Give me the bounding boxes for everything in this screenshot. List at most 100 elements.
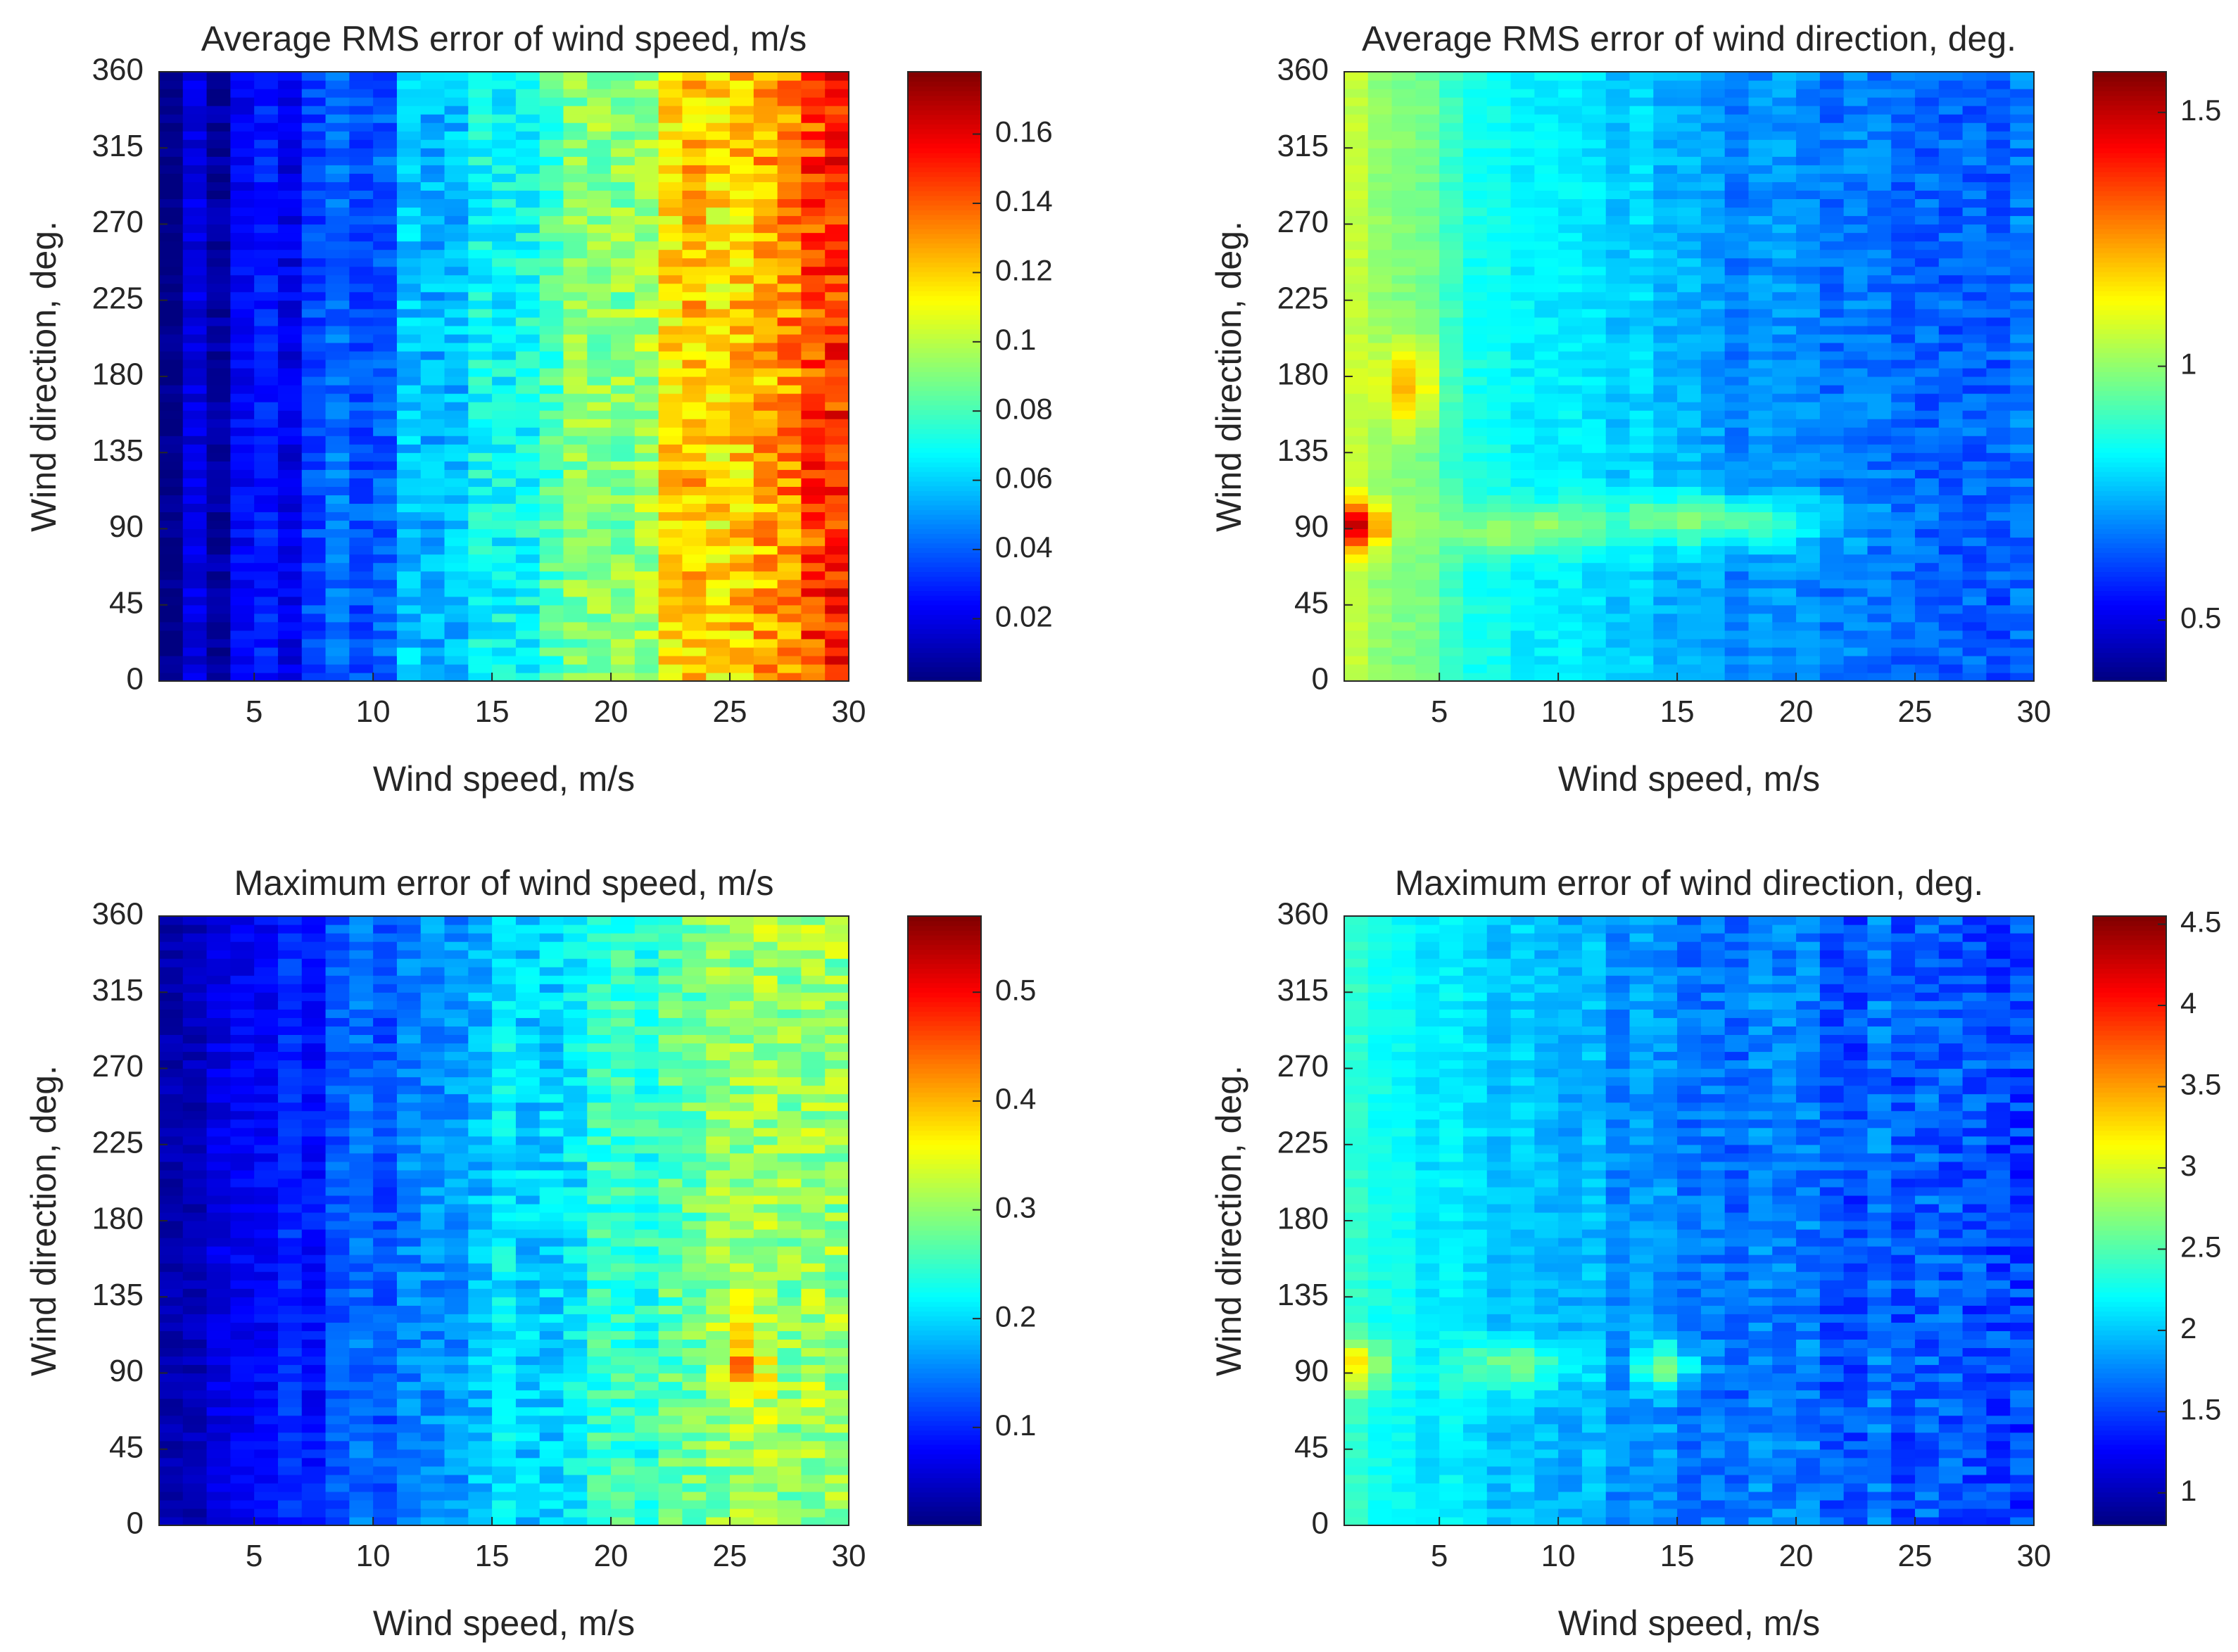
heatmap-cell [159,1186,184,1196]
heatmap-cell [1891,385,1916,394]
heatmap-cell [1748,402,1773,411]
heatmap-cell [2010,579,2035,589]
heatmap-cell [1510,427,1535,436]
heatmap-cell [1891,579,1916,589]
heatmap-cell [801,469,826,478]
heatmap-cell [706,647,731,656]
heatmap-cell [206,520,231,530]
heatmap-cell [277,512,303,521]
heatmap-cell [1581,325,1607,335]
heatmap-cell [182,1009,208,1018]
heatmap-cell [468,503,493,513]
heatmap-cell [1748,300,1773,310]
heatmap-cell [349,106,374,115]
heatmap-cell [1986,410,2011,419]
heatmap-cell [1605,655,1631,665]
heatmap-cell [468,461,493,470]
heatmap-cell [658,503,683,513]
heatmap-cell [2010,122,2035,132]
heatmap-cell [1843,452,1869,462]
heatmap-cell [753,291,778,301]
heatmap-cell [1581,469,1607,478]
heatmap-cell [1819,554,1845,564]
colorbar-step [2093,504,2166,511]
heatmap-cell [230,1178,255,1188]
heatmap-cell [1653,613,1678,623]
heatmap-cell [277,342,303,352]
heatmap-cell [1391,655,1416,665]
heatmap-cell [230,1034,255,1044]
heatmap-cell [825,148,849,157]
heatmap-cell [2010,419,2035,428]
heatmap-cell [1629,317,1654,326]
y-tick-label: 225 [92,281,144,315]
heatmap-cell [254,1288,279,1297]
heatmap-cell [1439,291,1464,301]
colorbar-step [908,661,981,668]
heatmap-cell [159,1229,184,1238]
heatmap-cell [1677,393,1702,402]
heatmap-cell [515,486,540,495]
heatmap-cell [1986,621,2011,631]
heatmap-cell [301,232,327,242]
heatmap-cell [1796,427,1821,436]
heatmap-cell [182,916,208,925]
heatmap-cell [1534,72,1559,81]
colorbar-step [2093,561,2166,568]
colorbar-step [2093,547,2166,553]
heatmap-cell [159,579,184,589]
heatmap-cell [1677,165,1702,174]
heatmap-cell [611,131,636,140]
heatmap-cell [1510,520,1535,530]
heatmap-cell [611,300,636,310]
heatmap-cell [1891,402,1916,411]
heatmap-cell [301,512,327,521]
heatmap-cell [444,596,469,606]
heatmap-cell [1415,131,1440,140]
heatmap-cell [825,215,849,225]
heatmap-cell [1415,359,1440,369]
heatmap-cell [753,122,778,132]
heatmap-cell [1986,139,2011,148]
heatmap-cell [634,317,659,326]
heatmap-cell [1344,291,1369,301]
heatmap-cell [1558,350,1583,360]
heatmap-cell [1510,258,1535,267]
heatmap-cell [563,571,588,580]
heatmap-cell [1891,537,1916,547]
heatmap-cell [1510,215,1535,225]
heatmap-cell [539,139,564,148]
heatmap-cell [1724,89,1750,98]
colorbar-step [908,500,981,506]
heatmap-cell [1558,469,1583,478]
heatmap-cell [1748,291,1773,301]
heatmap-cell [825,461,849,470]
heatmap-cell [349,503,374,513]
heatmap-cell [515,452,540,462]
heatmap-cell [587,604,612,614]
heatmap-cell [682,89,707,98]
colorbar-step [908,647,981,654]
heatmap-cell [1344,452,1369,462]
heatmap-cell [1843,562,1869,572]
heatmap-cell [349,385,374,394]
heatmap-cell [539,131,564,140]
heatmap-cell [230,587,255,597]
heatmap-cell [254,308,279,318]
heatmap-cell [396,655,422,665]
heatmap-cell [254,1212,279,1221]
heatmap-cell [159,393,184,402]
heatmap-cell [159,444,184,453]
heatmap-cell [206,461,231,470]
heatmap-cell [301,266,327,276]
colorbar-step [908,609,981,615]
heatmap-cell [206,317,231,326]
heatmap-cell [420,342,445,352]
heatmap-cell [1653,350,1678,360]
heatmap-cell [801,503,826,513]
heatmap-cell [777,359,802,369]
heatmap-cell [1558,663,1583,673]
heatmap-cell [1677,232,1702,242]
heatmap-cell [1700,402,1726,411]
heatmap-cell [611,385,636,394]
